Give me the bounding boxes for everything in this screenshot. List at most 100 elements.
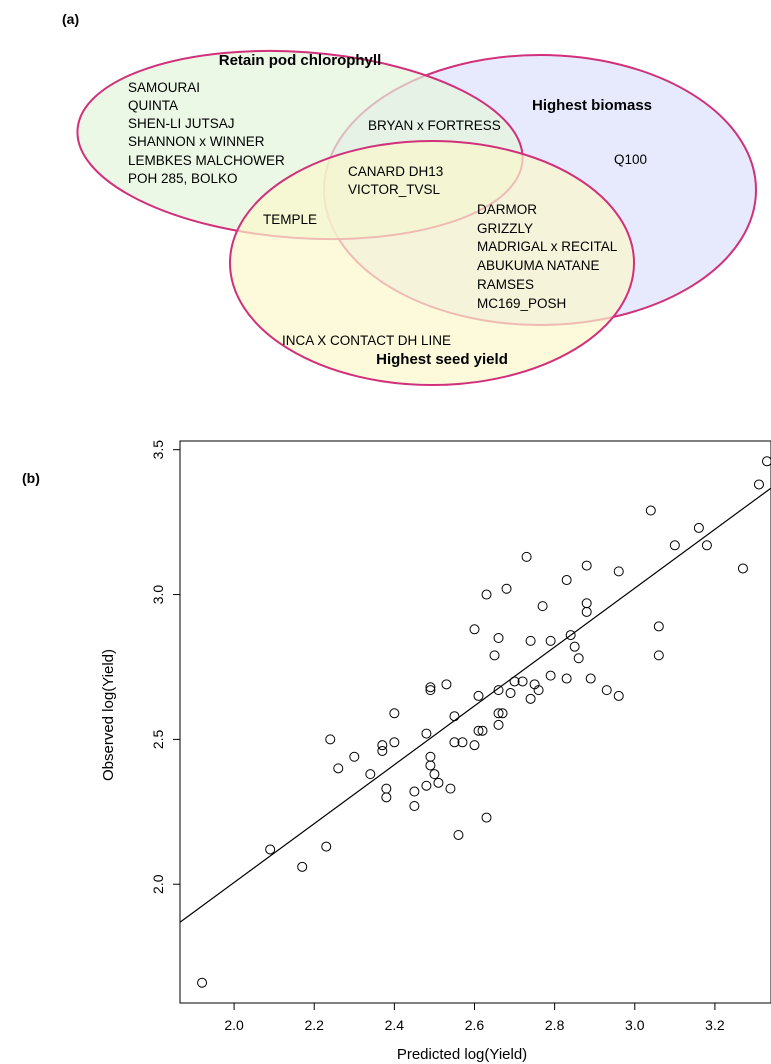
venn-item: MC169_POSH [477, 296, 566, 311]
data-point [433, 777, 444, 788]
data-point [425, 760, 436, 771]
data-point [481, 589, 492, 600]
data-point [613, 566, 624, 577]
data-point [517, 676, 528, 687]
region-all-three: CANARD DH13 VICTOR_TVSL [348, 164, 443, 197]
data-point [601, 685, 612, 696]
data-point [493, 719, 504, 730]
data-point [381, 792, 392, 803]
data-point [421, 780, 432, 791]
panel-label-a: (a) [62, 11, 79, 27]
data-point [449, 711, 460, 722]
data-point [693, 522, 704, 533]
data-point [701, 540, 712, 551]
data-point [409, 801, 420, 812]
data-point [481, 812, 492, 823]
x-tick-label: 2.2 [304, 1017, 324, 1033]
set-title-highest-seed-yield: Highest seed yield [376, 351, 508, 368]
data-point [545, 635, 556, 646]
x-axis-label: Predicted log(Yield) [397, 1046, 527, 1063]
data-point [493, 708, 504, 719]
data-point [457, 737, 468, 748]
data-point [533, 685, 544, 696]
plot-frame [179, 440, 771, 1004]
data-point [381, 783, 392, 794]
data-point [333, 763, 344, 774]
data-point [493, 632, 504, 643]
data-point [445, 783, 456, 794]
x-tick-label: 2.0 [224, 1017, 244, 1033]
region-biomass-only: Q100 [614, 152, 647, 167]
data-point [565, 630, 576, 641]
venn-item: INCA X CONTACT DH LINE [282, 333, 451, 348]
data-point [321, 841, 332, 852]
data-point [521, 551, 532, 562]
data-point [489, 650, 500, 661]
data-point [265, 844, 276, 855]
data-point [469, 624, 480, 635]
y-tick-label: 3.0 [150, 585, 166, 605]
data-point [613, 690, 624, 701]
data-point [561, 575, 572, 586]
data-point [349, 751, 360, 762]
y-tick-label: 2.5 [150, 729, 166, 749]
data-point [645, 505, 656, 516]
venn-item: RAMSES [477, 277, 534, 292]
data-point [477, 725, 488, 736]
data-point [653, 621, 664, 632]
data-point [421, 728, 432, 739]
y-tick-label: 2.0 [150, 874, 166, 894]
x-axis: 2.0 2.2 2.4 2.6 2.8 3.0 3.2 [224, 1003, 725, 1033]
venn-diagram: Retain pod chlorophyll Highest biomass H… [76, 49, 757, 386]
data-point [389, 737, 400, 748]
data-point [469, 740, 480, 751]
venn-item: TEMPLE [263, 212, 317, 227]
data-point [545, 670, 556, 681]
panel-label-b: (b) [22, 470, 40, 486]
data-point [425, 685, 436, 696]
set-ellipse-highest-seed-yield [229, 140, 635, 386]
data-point [569, 641, 580, 652]
venn-item: MADRIGAL x RECITAL [477, 239, 618, 254]
data-point [453, 829, 464, 840]
data-point [761, 456, 771, 467]
data-point [425, 751, 436, 762]
data-point [669, 540, 680, 551]
x-tick-label: 3.2 [705, 1017, 725, 1033]
data-point [297, 861, 308, 872]
data-point [653, 650, 664, 661]
region-biomass-seed: DARMOR GRIZZLY MADRIGAL x RECITAL ABUKUM… [477, 202, 618, 311]
venn-item: VICTOR_TVSL [348, 182, 441, 197]
data-point [425, 682, 436, 693]
data-point [473, 690, 484, 701]
data-point [377, 740, 388, 751]
data-point [581, 606, 592, 617]
data-point [497, 708, 508, 719]
venn-item: SHEN-LI JUTSAJ [128, 116, 235, 131]
data-point [473, 725, 484, 736]
data-point [561, 673, 572, 684]
region-chlorophyll-seed: TEMPLE [263, 212, 317, 227]
data-point [493, 685, 504, 696]
scatter-plot: 2.0 2.2 2.4 2.6 2.8 3.0 3.2 2.0 2.5 3.0 3.5 Predi… [100, 440, 771, 1063]
data-point [197, 977, 208, 988]
venn-item: LEMBKES MALCHOWER [128, 153, 285, 168]
data-point [585, 673, 596, 684]
data-point [377, 745, 388, 756]
data-point [581, 598, 592, 609]
data-point [449, 737, 460, 748]
data-point [525, 693, 536, 704]
data-point [389, 708, 400, 719]
venn-item: ABUKUMA NATANE [477, 258, 600, 273]
x-tick-label: 2.4 [385, 1017, 405, 1033]
venn-item: BRYAN x FORTRESS [368, 118, 501, 133]
data-point [325, 734, 336, 745]
data-point [365, 769, 376, 780]
data-point [573, 653, 584, 664]
set-title-retain-pod-chlorophyll: Retain pod chlorophyll [219, 52, 382, 69]
data-point [505, 688, 516, 699]
region-seed-only: INCA X CONTACT DH LINE [282, 333, 451, 348]
y-tick-label: 3.5 [150, 440, 166, 460]
y-axis-label: Observed log(Yield) [100, 649, 117, 781]
data-point [537, 601, 548, 612]
